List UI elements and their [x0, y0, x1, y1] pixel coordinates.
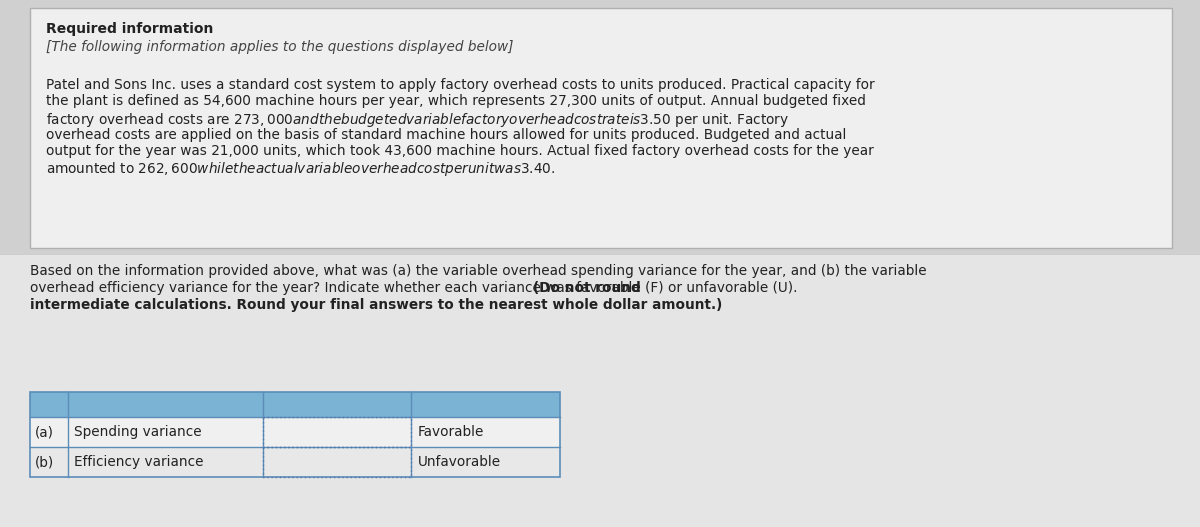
Text: Required information: Required information	[46, 22, 214, 36]
Text: [The following information applies to the questions displayed below]: [The following information applies to th…	[46, 40, 514, 54]
Text: output for the year was 21,000 units, which took 43,600 machine hours. Actual fi: output for the year was 21,000 units, wh…	[46, 144, 874, 158]
Text: Efficiency variance: Efficiency variance	[74, 455, 204, 469]
Text: factory overhead costs are $273,000 and the budgeted variable factory overhead c: factory overhead costs are $273,000 and …	[46, 111, 790, 129]
Text: Favorable: Favorable	[418, 425, 485, 439]
Bar	[30, 8, 1172, 248]
Text: (Do not round: (Do not round	[533, 281, 641, 295]
Bar	[30, 392, 560, 477]
Text: Based on the information provided above, what was (a) the variable overhead spen: Based on the information provided above,…	[30, 264, 926, 278]
Text: intermediate calculations. Round your final answers to the nearest whole dollar : intermediate calculations. Round your fi…	[30, 298, 722, 312]
Text: amounted to $262,600 while the actual variable overhead cost per unit was $3.40.: amounted to $262,600 while the actual va…	[46, 161, 556, 179]
Text: Spending variance: Spending variance	[74, 425, 202, 439]
Bar	[0, 255, 1200, 527]
Text: (b): (b)	[35, 455, 54, 469]
Text: Unfavorable: Unfavorable	[418, 455, 502, 469]
Bar	[30, 392, 560, 417]
Text: the plant is defined as 54,600 machine hours per year, which represents 27,300 u: the plant is defined as 54,600 machine h…	[46, 94, 866, 109]
Text: Patel and Sons Inc. uses a standard cost system to apply factory overhead costs : Patel and Sons Inc. uses a standard cost…	[46, 78, 875, 92]
Bar	[30, 417, 560, 447]
Bar	[263, 417, 410, 447]
Text: overhead efficiency variance for the year? Indicate whether each variance was fa: overhead efficiency variance for the yea…	[30, 281, 802, 295]
Bar	[263, 447, 410, 477]
Bar	[30, 447, 560, 477]
Text: (a): (a)	[35, 425, 54, 439]
Text: overhead costs are applied on the basis of standard machine hours allowed for un: overhead costs are applied on the basis …	[46, 128, 846, 142]
